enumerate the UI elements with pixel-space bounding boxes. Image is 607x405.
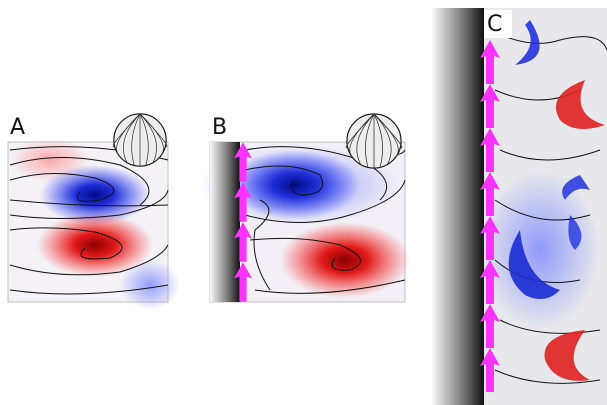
panel-label: A <box>10 115 25 140</box>
panel-c: C <box>432 8 607 405</box>
figure: A B <box>0 0 607 405</box>
page: A B <box>0 0 607 405</box>
panel-label: C <box>487 12 502 37</box>
panel-b: B <box>200 114 410 302</box>
panel-a: A <box>8 114 180 310</box>
panel-label: B <box>212 115 227 140</box>
